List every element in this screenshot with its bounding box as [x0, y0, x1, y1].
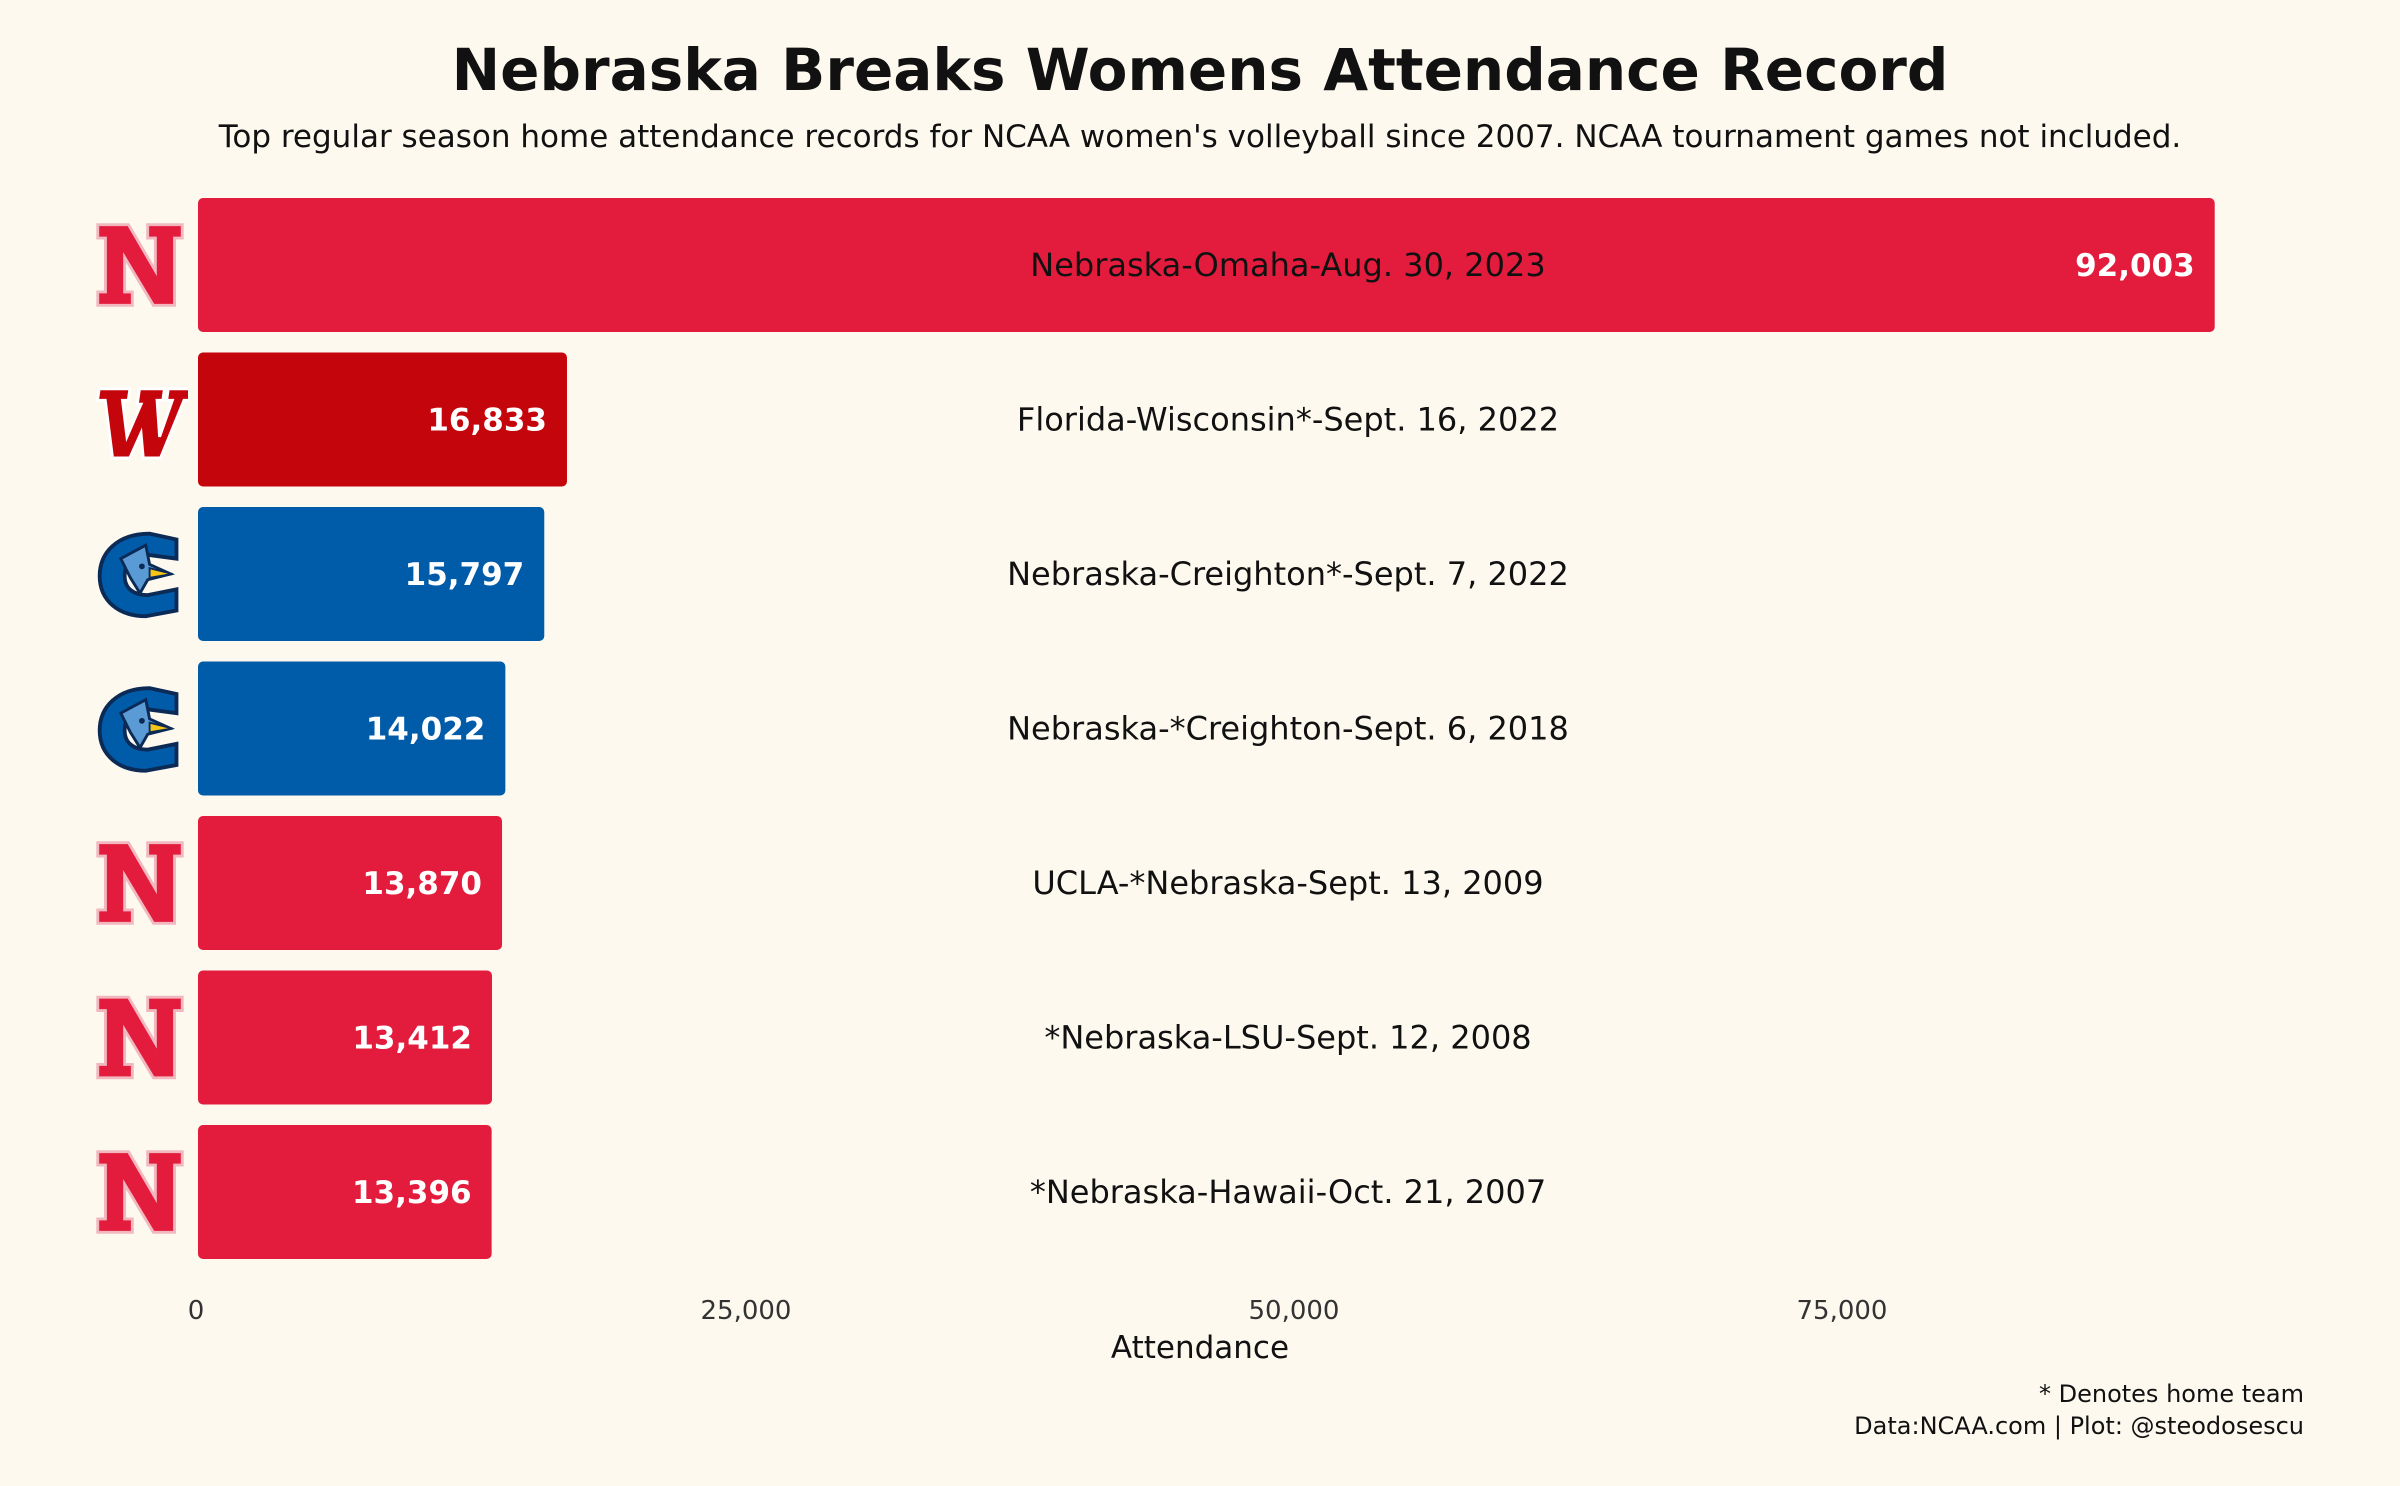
bar-row: Nebraska-*Creighton-Sept. 6, 2018 14,022: [97, 661, 1569, 796]
bar-value-label: 13,870: [362, 866, 482, 902]
bar-category-label: Florida-Wisconsin*-Sept. 16, 2022: [1017, 401, 1559, 439]
bar-row: Florida-Wisconsin*-Sept. 16, 2022 16,833: [92, 352, 1559, 487]
bar-value-label: 13,412: [352, 1021, 472, 1057]
x-tick-label: 0: [188, 1296, 205, 1326]
bar-category-label: UCLA-*Nebraska-Sept. 13, 2009: [1032, 864, 1543, 902]
bar-row: Nebraska-Creighton*-Sept. 7, 2022 15,797: [97, 507, 1569, 641]
nebraska-n-logo-icon: [96, 995, 184, 1080]
bar-category-label: Nebraska-*Creighton-Sept. 6, 2018: [1007, 710, 1569, 748]
bar-category-label: Nebraska-Creighton*-Sept. 7, 2022: [1007, 555, 1569, 593]
caption-source: Data:NCAA.com | Plot: @steodosescu: [1854, 1412, 2304, 1440]
bar-value-label: 16,833: [427, 403, 547, 439]
nebraska-n-logo-icon: [96, 223, 184, 307]
bar: [198, 198, 2215, 332]
wisconsin-w-logo-icon: [92, 387, 188, 460]
bar: [198, 1125, 492, 1259]
bar: [198, 352, 567, 487]
x-axis-title: Attendance: [1111, 1330, 1289, 1366]
x-tick-label: 75,000: [1797, 1296, 1888, 1326]
x-axis-ticks: 0 25,000 50,000 75,000: [188, 1296, 1888, 1326]
bars-layer: Nebraska-Omaha-Aug. 30, 2023 92,003 Florid…: [92, 198, 2215, 1259]
caption-home-team-note: * Denotes home team: [2039, 1380, 2304, 1408]
bar-row: Nebraska-Omaha-Aug. 30, 2023 92,003: [96, 198, 2215, 332]
bar-row: *Nebraska-LSU-Sept. 12, 2008 13,412: [96, 970, 1532, 1105]
bar-value-label: 92,003: [2075, 248, 2195, 284]
bar-value-label: 15,797: [405, 557, 525, 593]
bar-value-label: 13,396: [352, 1175, 472, 1211]
nebraska-n-logo-icon: [96, 841, 184, 925]
bar: [198, 816, 503, 950]
bar-row: UCLA-*Nebraska-Sept. 13, 2009 13,870: [96, 816, 1544, 950]
bar-category-label: Nebraska-Omaha-Aug. 30, 2023: [1030, 246, 1545, 284]
bar-value-label: 14,022: [366, 712, 486, 748]
x-tick-label: 50,000: [1249, 1296, 1340, 1326]
chart-title: Nebraska Breaks Womens Attendance Record: [452, 36, 1949, 104]
creighton-bluejay-logo-icon: [97, 531, 179, 619]
bar-category-label: *Nebraska-Hawaii-Oct. 21, 2007: [1030, 1173, 1546, 1211]
bar-category-label: *Nebraska-LSU-Sept. 12, 2008: [1044, 1019, 1531, 1057]
bar-row: *Nebraska-Hawaii-Oct. 21, 2007 13,396: [96, 1125, 1546, 1259]
x-tick-label: 25,000: [701, 1296, 792, 1326]
bar: [198, 507, 545, 641]
bar: [198, 661, 506, 796]
bar: [198, 970, 492, 1105]
creighton-bluejay-logo-icon: [97, 686, 179, 773]
chart-subtitle: Top regular season home attendance recor…: [218, 119, 2182, 155]
nebraska-n-logo-icon: [96, 1150, 184, 1234]
